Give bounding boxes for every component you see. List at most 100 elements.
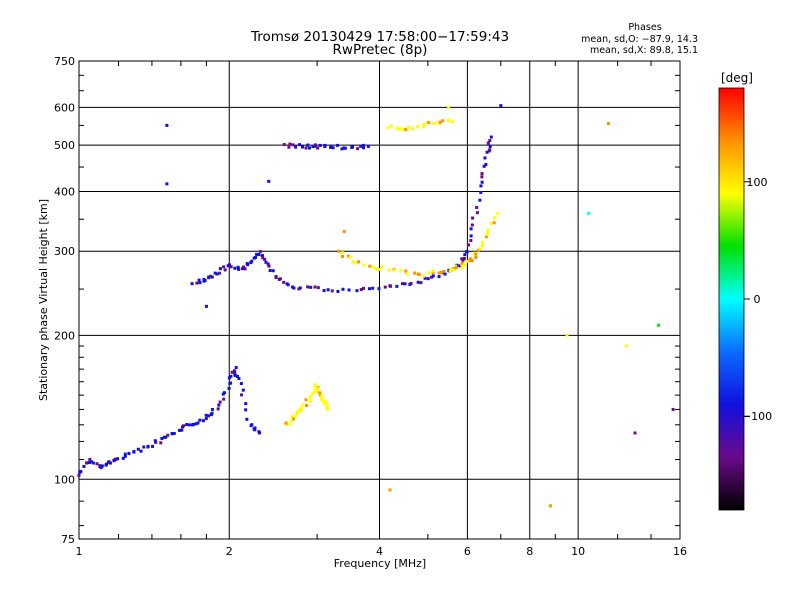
data-point [433, 121, 437, 125]
data-point [471, 216, 475, 220]
data-point [278, 277, 282, 281]
data-point [311, 391, 315, 395]
data-point [343, 146, 347, 150]
data-point [417, 272, 421, 276]
data-point [237, 377, 241, 381]
data-point [318, 391, 322, 395]
data-point [316, 286, 320, 290]
data-point [386, 126, 390, 130]
data-point [222, 265, 226, 269]
data-point [383, 285, 387, 289]
colorbar-tick-label: 100 [747, 176, 768, 189]
data-point [389, 284, 393, 288]
data-point [165, 182, 169, 186]
data-point [624, 344, 628, 348]
y-tick-label: 500 [54, 139, 75, 152]
data-point [239, 382, 243, 386]
data-point [320, 394, 324, 398]
data-point [400, 282, 404, 286]
y-tick-label: 300 [54, 245, 75, 258]
data-point [348, 255, 352, 259]
data-point [207, 414, 211, 418]
data-point [449, 267, 453, 271]
x-tick-label: 16 [673, 545, 687, 558]
data-point [419, 281, 423, 285]
data-point [151, 444, 155, 448]
data-point [326, 407, 330, 411]
data-point [479, 190, 483, 194]
data-point [387, 268, 391, 272]
data-point [485, 232, 489, 236]
data-point [305, 404, 309, 408]
data-point [222, 397, 226, 401]
data-point [460, 257, 464, 261]
data-point [484, 235, 488, 239]
data-point [452, 268, 456, 272]
data-point [159, 441, 163, 445]
data-point [228, 381, 232, 385]
data-point [242, 265, 246, 269]
data-point [298, 286, 302, 290]
data-point [294, 145, 298, 149]
data-point [207, 275, 211, 279]
data-point [437, 275, 441, 279]
data-point [267, 264, 271, 268]
data-point [260, 254, 264, 258]
data-point [377, 287, 381, 291]
y-tick-labels: 75 100 200 300 400 500 600 750 [54, 55, 75, 546]
data-point [486, 228, 490, 232]
data-point [399, 268, 403, 272]
data-point [441, 119, 445, 123]
data-point [271, 269, 275, 273]
data-point [244, 402, 248, 406]
data-point [313, 143, 317, 147]
phase-heading: Phases [628, 22, 661, 33]
data-point [470, 259, 474, 263]
data-point [223, 268, 227, 272]
data-point [431, 269, 435, 273]
data-point [245, 262, 249, 266]
data-point [393, 268, 397, 272]
data-point [290, 419, 294, 423]
colorbar-tick-label: 0 [754, 293, 761, 306]
data-point [480, 180, 484, 184]
data-point [380, 265, 384, 269]
data-point [409, 281, 413, 285]
data-point [216, 407, 220, 411]
data-point [311, 145, 315, 149]
data-point [154, 440, 158, 444]
data-point [82, 464, 86, 468]
data-point [413, 271, 417, 275]
data-point [431, 271, 435, 275]
data-point [437, 271, 441, 275]
data-point [318, 143, 322, 147]
data-point [88, 457, 92, 461]
data-point [203, 279, 207, 283]
data-point [114, 458, 118, 462]
data-point [217, 403, 221, 407]
data-point [180, 428, 184, 432]
data-point [361, 146, 365, 150]
data-point [403, 282, 407, 286]
data-point [123, 452, 127, 456]
x-tick-label: 2 [226, 545, 233, 558]
data-point [172, 431, 176, 435]
data-point [229, 374, 233, 378]
y-axis-label: Stationary phase Virtual Height [km] [37, 199, 50, 401]
data-point [389, 124, 393, 128]
data-point [657, 323, 661, 327]
data-point [406, 125, 410, 129]
data-point [326, 288, 330, 292]
x-tick-label: 1 [76, 545, 83, 558]
data-point [294, 414, 298, 418]
data-point [77, 473, 81, 477]
data-point [427, 121, 431, 125]
phase-stats-o: mean, sd,O: −87.9, 14.3 [581, 34, 698, 45]
phase-stats-x: mean, sd,X: 89.8, 15.1 [590, 45, 698, 56]
data-point [450, 120, 454, 124]
data-point [316, 387, 320, 391]
data-point [132, 450, 136, 454]
data-point [233, 374, 237, 378]
data-point [215, 272, 219, 276]
data-point [467, 243, 471, 247]
